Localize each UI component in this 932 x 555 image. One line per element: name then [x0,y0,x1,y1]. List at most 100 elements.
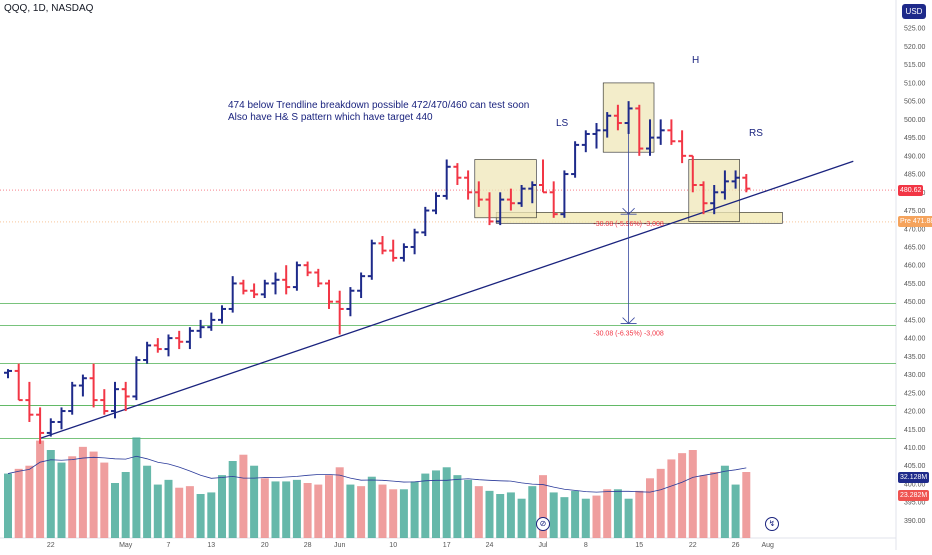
y-tick-label: 395.00 [904,500,926,507]
y-tick-label: 525.00 [904,26,926,33]
annotation-line-1: 474 below Trendline breakdown possible 4… [228,100,530,111]
x-tick-label: 8 [584,542,588,549]
volume-bar [153,484,162,538]
volume-bar [699,475,708,538]
y-tick-label: 460.00 [904,263,926,270]
x-tick-label: 22 [689,542,697,549]
volume-bar [656,468,665,538]
volume-bar [218,475,226,538]
y-tick-label: 450.00 [904,299,926,306]
volume-bar [207,492,216,538]
y-tick-label: 400.00 [904,481,926,488]
x-tick-label: 7 [167,542,171,549]
volume-bar [613,489,622,538]
x-tick-label: 15 [635,542,643,549]
volume-bar [485,490,494,538]
volume-bar [196,494,205,538]
volume-bar [46,450,55,538]
pattern-label-h: H [692,55,700,66]
volume-bar [314,484,323,538]
volume-ma-tag: 32.128M [898,472,930,484]
volume-bar [175,487,184,538]
x-tick-label: 20 [261,542,269,549]
volume-ma-line [7,455,747,493]
x-tick-label: 10 [389,542,397,549]
volume-bar [164,479,173,538]
earnings-icon[interactable]: ⊘ [536,517,550,531]
volume-bar [14,468,23,538]
volume-bar [410,481,419,538]
volume-tag: 23.282M [898,489,930,501]
y-tick-label: 445.00 [904,317,926,324]
volume-bar [421,473,430,538]
trendline [39,160,854,440]
symbol-title: QQQ, 1D, NASDAQ [4,3,94,14]
y-tick-label: 435.00 [904,354,926,361]
event-icon[interactable]: ↯ [765,517,779,531]
x-tick-label: May [119,542,133,549]
volume-bar [100,462,109,538]
x-tick-label: Jul [539,542,548,549]
currency-button[interactable]: USD [902,4,926,19]
volume-bar [228,461,237,538]
volume-bar [603,489,612,538]
measure-arrow [622,207,629,215]
volume-bar [517,498,526,538]
volume-bar [549,492,558,538]
pattern-box [474,159,537,219]
volume-bar [667,459,676,538]
volume-bar [646,478,654,538]
x-tick-label: 28 [304,542,312,549]
last-price-tag: 480.62 [898,184,924,196]
volume-bar [367,476,376,538]
y-tick-label: 425.00 [904,390,926,397]
measure-arrow [628,317,635,324]
y-tick-label: 510.00 [904,80,926,87]
volume-bar [132,437,141,538]
volume-bar [36,440,45,538]
volume-bar [250,465,259,538]
volume-bar [25,465,34,538]
volume-bar [592,495,601,538]
y-tick-label: 485.00 [904,172,926,179]
y-tick-label: 390.00 [904,518,926,525]
y-tick-label: 410.00 [904,445,926,452]
x-tick-label: 17 [443,542,451,549]
volume-bar [506,492,515,538]
annotation-line-2: Also have H& S pattern which have target… [228,112,433,123]
pattern-label-rs: RS [749,128,763,139]
volume-bar [346,484,355,538]
volume-bar [357,486,366,538]
annotation-text: 474 below Trendline breakdown possible 4… [228,100,529,124]
volume-bar [453,475,462,538]
volume-bar [239,454,248,538]
y-tick-label: 520.00 [904,44,926,51]
y-tick-label: 505.00 [904,99,926,106]
volume-bar [57,462,66,538]
y-tick-label: 490.00 [904,153,926,160]
volume-bar [325,475,333,538]
volume-bar [335,467,344,538]
y-tick-label: 475.00 [904,208,926,215]
y-tick-label: 430.00 [904,372,926,379]
volume-bar [389,489,398,538]
volume-bar [282,481,291,538]
y-tick-label: 455.00 [904,281,926,288]
x-tick-label: 13 [207,542,215,549]
x-tick-label: Aug [761,542,774,549]
y-tick-label: 470.00 [904,226,926,233]
volume-bar [111,483,119,538]
y-tick-label: 440.00 [904,336,926,343]
y-tick-label: 405.00 [904,463,926,470]
x-tick-label: Jun [334,542,345,549]
volume-bar [4,473,12,538]
volume-bar [496,494,505,538]
volume-bar [688,450,697,538]
y-tick-label: 465.00 [904,244,926,251]
measure-label: -30.08 (-6.35%) -3,008 [593,331,664,338]
volume-bar [624,498,633,538]
volume-bar [464,479,473,538]
y-tick-label: 515.00 [904,62,926,69]
